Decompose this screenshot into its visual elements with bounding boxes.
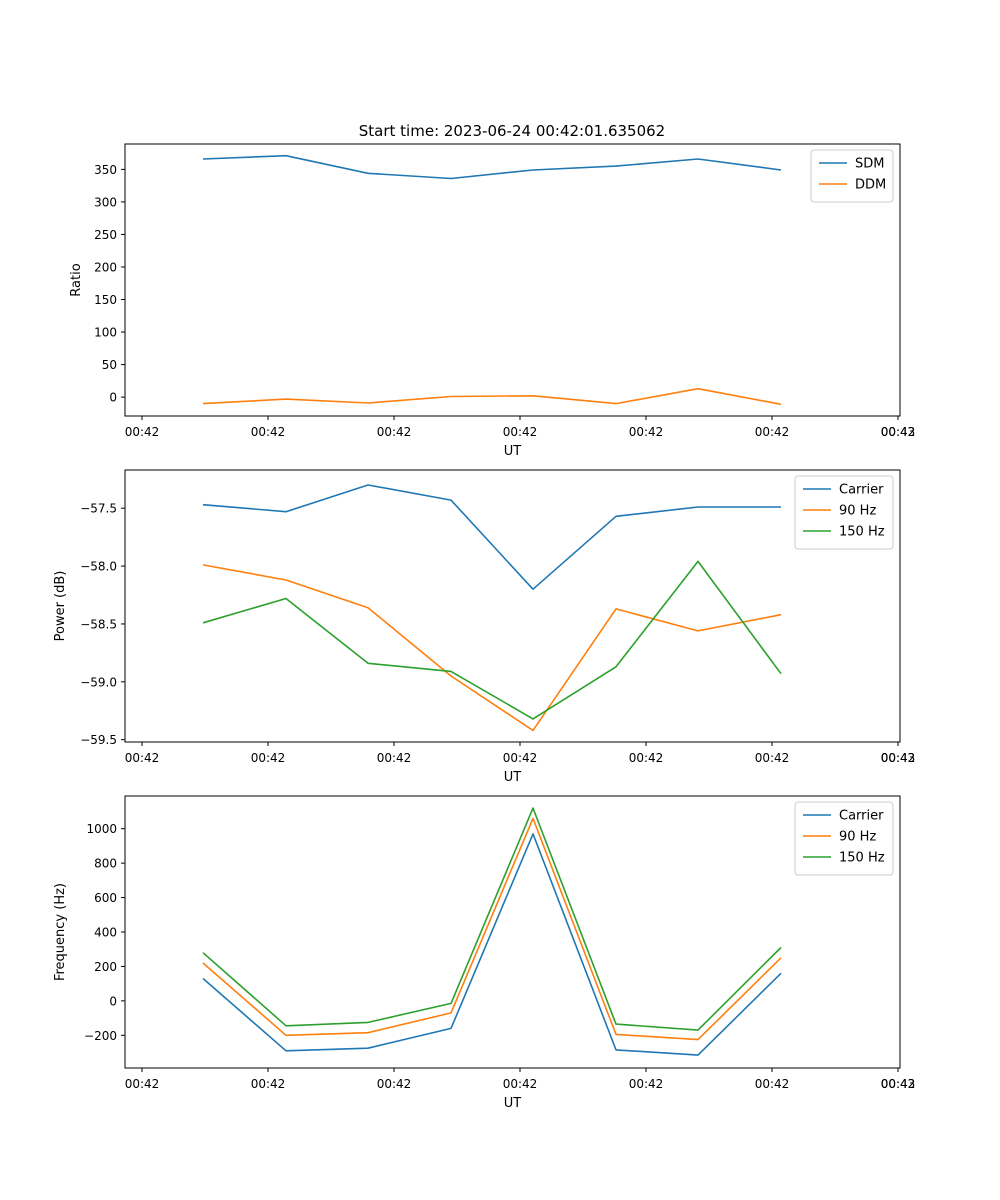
series-line-carrier bbox=[202, 833, 782, 1056]
legend-label: SDM bbox=[855, 157, 884, 172]
x-tick-label: 00:42 bbox=[251, 1077, 286, 1091]
x-tick-label: 00:42 bbox=[503, 425, 538, 439]
legend: Carrier 90 Hz 150 Hz bbox=[794, 801, 894, 876]
x-tick-label: 00:42 bbox=[125, 425, 160, 439]
legend: Carrier 90 Hz 150 Hz bbox=[794, 475, 894, 550]
y-tick-label: −57.5 bbox=[80, 502, 117, 516]
x-tick-label: 00:42 bbox=[503, 751, 538, 765]
legend-label: 90 Hz bbox=[839, 830, 876, 845]
series-line-carrier bbox=[202, 484, 781, 591]
legend-label: 150 Hz bbox=[839, 525, 885, 540]
y-tick-label: 200 bbox=[94, 260, 117, 274]
x-tick-label: 00:43 bbox=[881, 751, 916, 765]
y-tick-label: 100 bbox=[94, 326, 117, 340]
subplot-1: 00:42 00:42 00:42 00:42 00:42 00:42 00:4200:43… bbox=[69, 143, 916, 459]
series-line-sdm bbox=[202, 154, 782, 180]
x-tick-label: 00:42 bbox=[629, 425, 664, 439]
x-tick-label: 00:42 bbox=[629, 751, 664, 765]
legend-label: Carrier bbox=[839, 809, 884, 824]
figure-title: Start time: 2023-06-24 00:42:01.635062 bbox=[359, 122, 665, 140]
x-tick-label: 00:42 bbox=[125, 1077, 160, 1091]
y-tick-label: 1000 bbox=[86, 822, 117, 836]
axes-frame bbox=[124, 143, 901, 417]
y-tick-label: −59.0 bbox=[80, 675, 117, 689]
x-axis-label: UT bbox=[504, 770, 522, 785]
series-line-150-hz bbox=[202, 560, 782, 720]
y-tick-label: −59.5 bbox=[80, 733, 117, 747]
x-tick-label: 00:42 bbox=[503, 1077, 538, 1091]
y-tick-label: 150 bbox=[94, 293, 117, 307]
y-tick-label: −200 bbox=[84, 1029, 117, 1043]
legend-label: Carrier bbox=[839, 483, 884, 498]
axes-frame bbox=[124, 795, 901, 1069]
x-tick-label: 00:42 bbox=[881, 425, 916, 439]
y-axis-label: Frequency (Hz) bbox=[53, 883, 68, 981]
x-axis-label: UT bbox=[504, 1096, 522, 1111]
y-tick-label: 600 bbox=[94, 891, 117, 905]
subplot-2: 00:42 00:42 00:42 00:42 00:42 00:42 00:4200:43… bbox=[53, 469, 916, 785]
y-tick-label: −58.0 bbox=[80, 560, 117, 574]
y-tick-label: 400 bbox=[94, 926, 117, 940]
y-axis-label: Ratio bbox=[69, 263, 84, 296]
legend-label: 150 Hz bbox=[839, 851, 885, 866]
y-tick-label: 350 bbox=[94, 163, 117, 177]
y-axis-label: Power (dB) bbox=[53, 571, 68, 642]
x-tick-label: 00:42 bbox=[251, 751, 286, 765]
axes-frame bbox=[124, 469, 901, 743]
x-tick-label: 00:42 bbox=[377, 751, 412, 765]
x-tick-label: 00:42 bbox=[755, 425, 790, 439]
y-tick-label: 300 bbox=[94, 195, 117, 209]
y-tick-label: 200 bbox=[94, 960, 117, 974]
x-tick-label: 00:43 bbox=[881, 425, 916, 439]
legend-label: DDM bbox=[855, 178, 886, 193]
subplots: 00:42 00:42 00:42 00:42 00:42 00:42 00:4200:43… bbox=[53, 143, 916, 1111]
series-line-90-hz bbox=[202, 564, 782, 732]
x-axis-label: UT bbox=[504, 444, 522, 459]
x-tick-label: 00:42 bbox=[377, 1077, 412, 1091]
x-tick-label: 00:42 bbox=[755, 1077, 790, 1091]
y-tick-label: 800 bbox=[94, 857, 117, 871]
series-line-ddm bbox=[202, 387, 782, 406]
y-tick-label: 250 bbox=[94, 228, 117, 242]
subplot-3: 00:42 00:42 00:42 00:42 00:42 00:42 00:4200:43… bbox=[53, 795, 916, 1111]
x-tick-label: 00:42 bbox=[377, 425, 412, 439]
legend: SDM DDM bbox=[810, 149, 894, 203]
y-tick-label: 0 bbox=[109, 391, 117, 405]
series-line-90-hz bbox=[202, 817, 782, 1041]
legend-label: 90 Hz bbox=[839, 504, 876, 519]
y-tick-label: 50 bbox=[102, 358, 117, 372]
x-tick-label: 00:43 bbox=[881, 1077, 916, 1091]
x-tick-label: 00:42 bbox=[629, 1077, 664, 1091]
x-tick-label: 00:42 bbox=[881, 1077, 916, 1091]
x-tick-label: 00:42 bbox=[251, 425, 286, 439]
y-tick-label: 0 bbox=[109, 994, 117, 1008]
series-line-150-hz bbox=[202, 807, 782, 1031]
x-tick-label: 00:42 bbox=[125, 751, 160, 765]
x-tick-label: 00:42 bbox=[881, 751, 916, 765]
y-tick-label: −58.5 bbox=[80, 617, 117, 631]
x-tick-label: 00:42 bbox=[755, 751, 790, 765]
